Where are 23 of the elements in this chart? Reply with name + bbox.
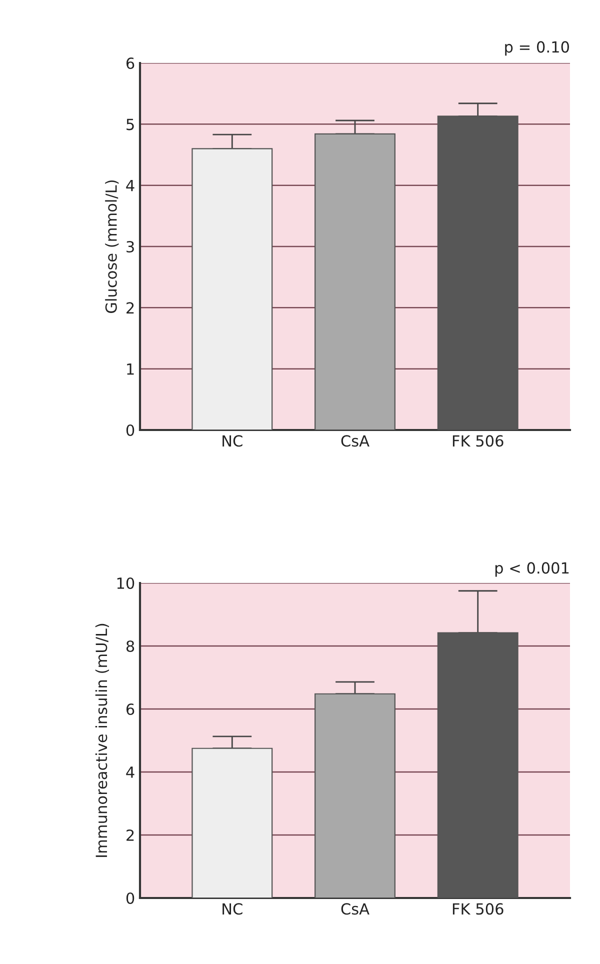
y-tick-label: 2: [126, 302, 134, 314]
y-axis-title: Immunoreactive insulin (mU/L): [95, 624, 109, 857]
y-tick-label: 8: [126, 640, 134, 652]
x-tick-label: CsA: [341, 435, 370, 447]
text: p < 0.001: [495, 562, 569, 577]
x-tick-label: FK 506: [452, 903, 504, 915]
x-tick-label: NC: [222, 903, 242, 915]
y-tick-label: 5: [126, 118, 134, 130]
x-tick-label: NC: [222, 435, 242, 447]
y-tick-label: 6: [126, 57, 134, 70]
y-tick-label: 2: [126, 829, 134, 841]
y-tick-label: 10: [117, 577, 134, 590]
y-tick-label: 6: [126, 703, 134, 716]
y-tick-label: 4: [126, 180, 134, 192]
y-tick-label: 0: [126, 892, 134, 904]
y-tick-label: 3: [126, 240, 134, 253]
x-tick-label: CsA: [341, 903, 370, 915]
y-tick-label: 0: [126, 424, 134, 436]
y-axis-title: Glucose (mmol/L): [105, 180, 119, 313]
text: p = 0.10: [505, 41, 569, 56]
y-tick-label: 1: [127, 364, 134, 375]
x-tick-label: FK 506: [452, 435, 504, 447]
y-tick-label: 4: [126, 766, 134, 778]
